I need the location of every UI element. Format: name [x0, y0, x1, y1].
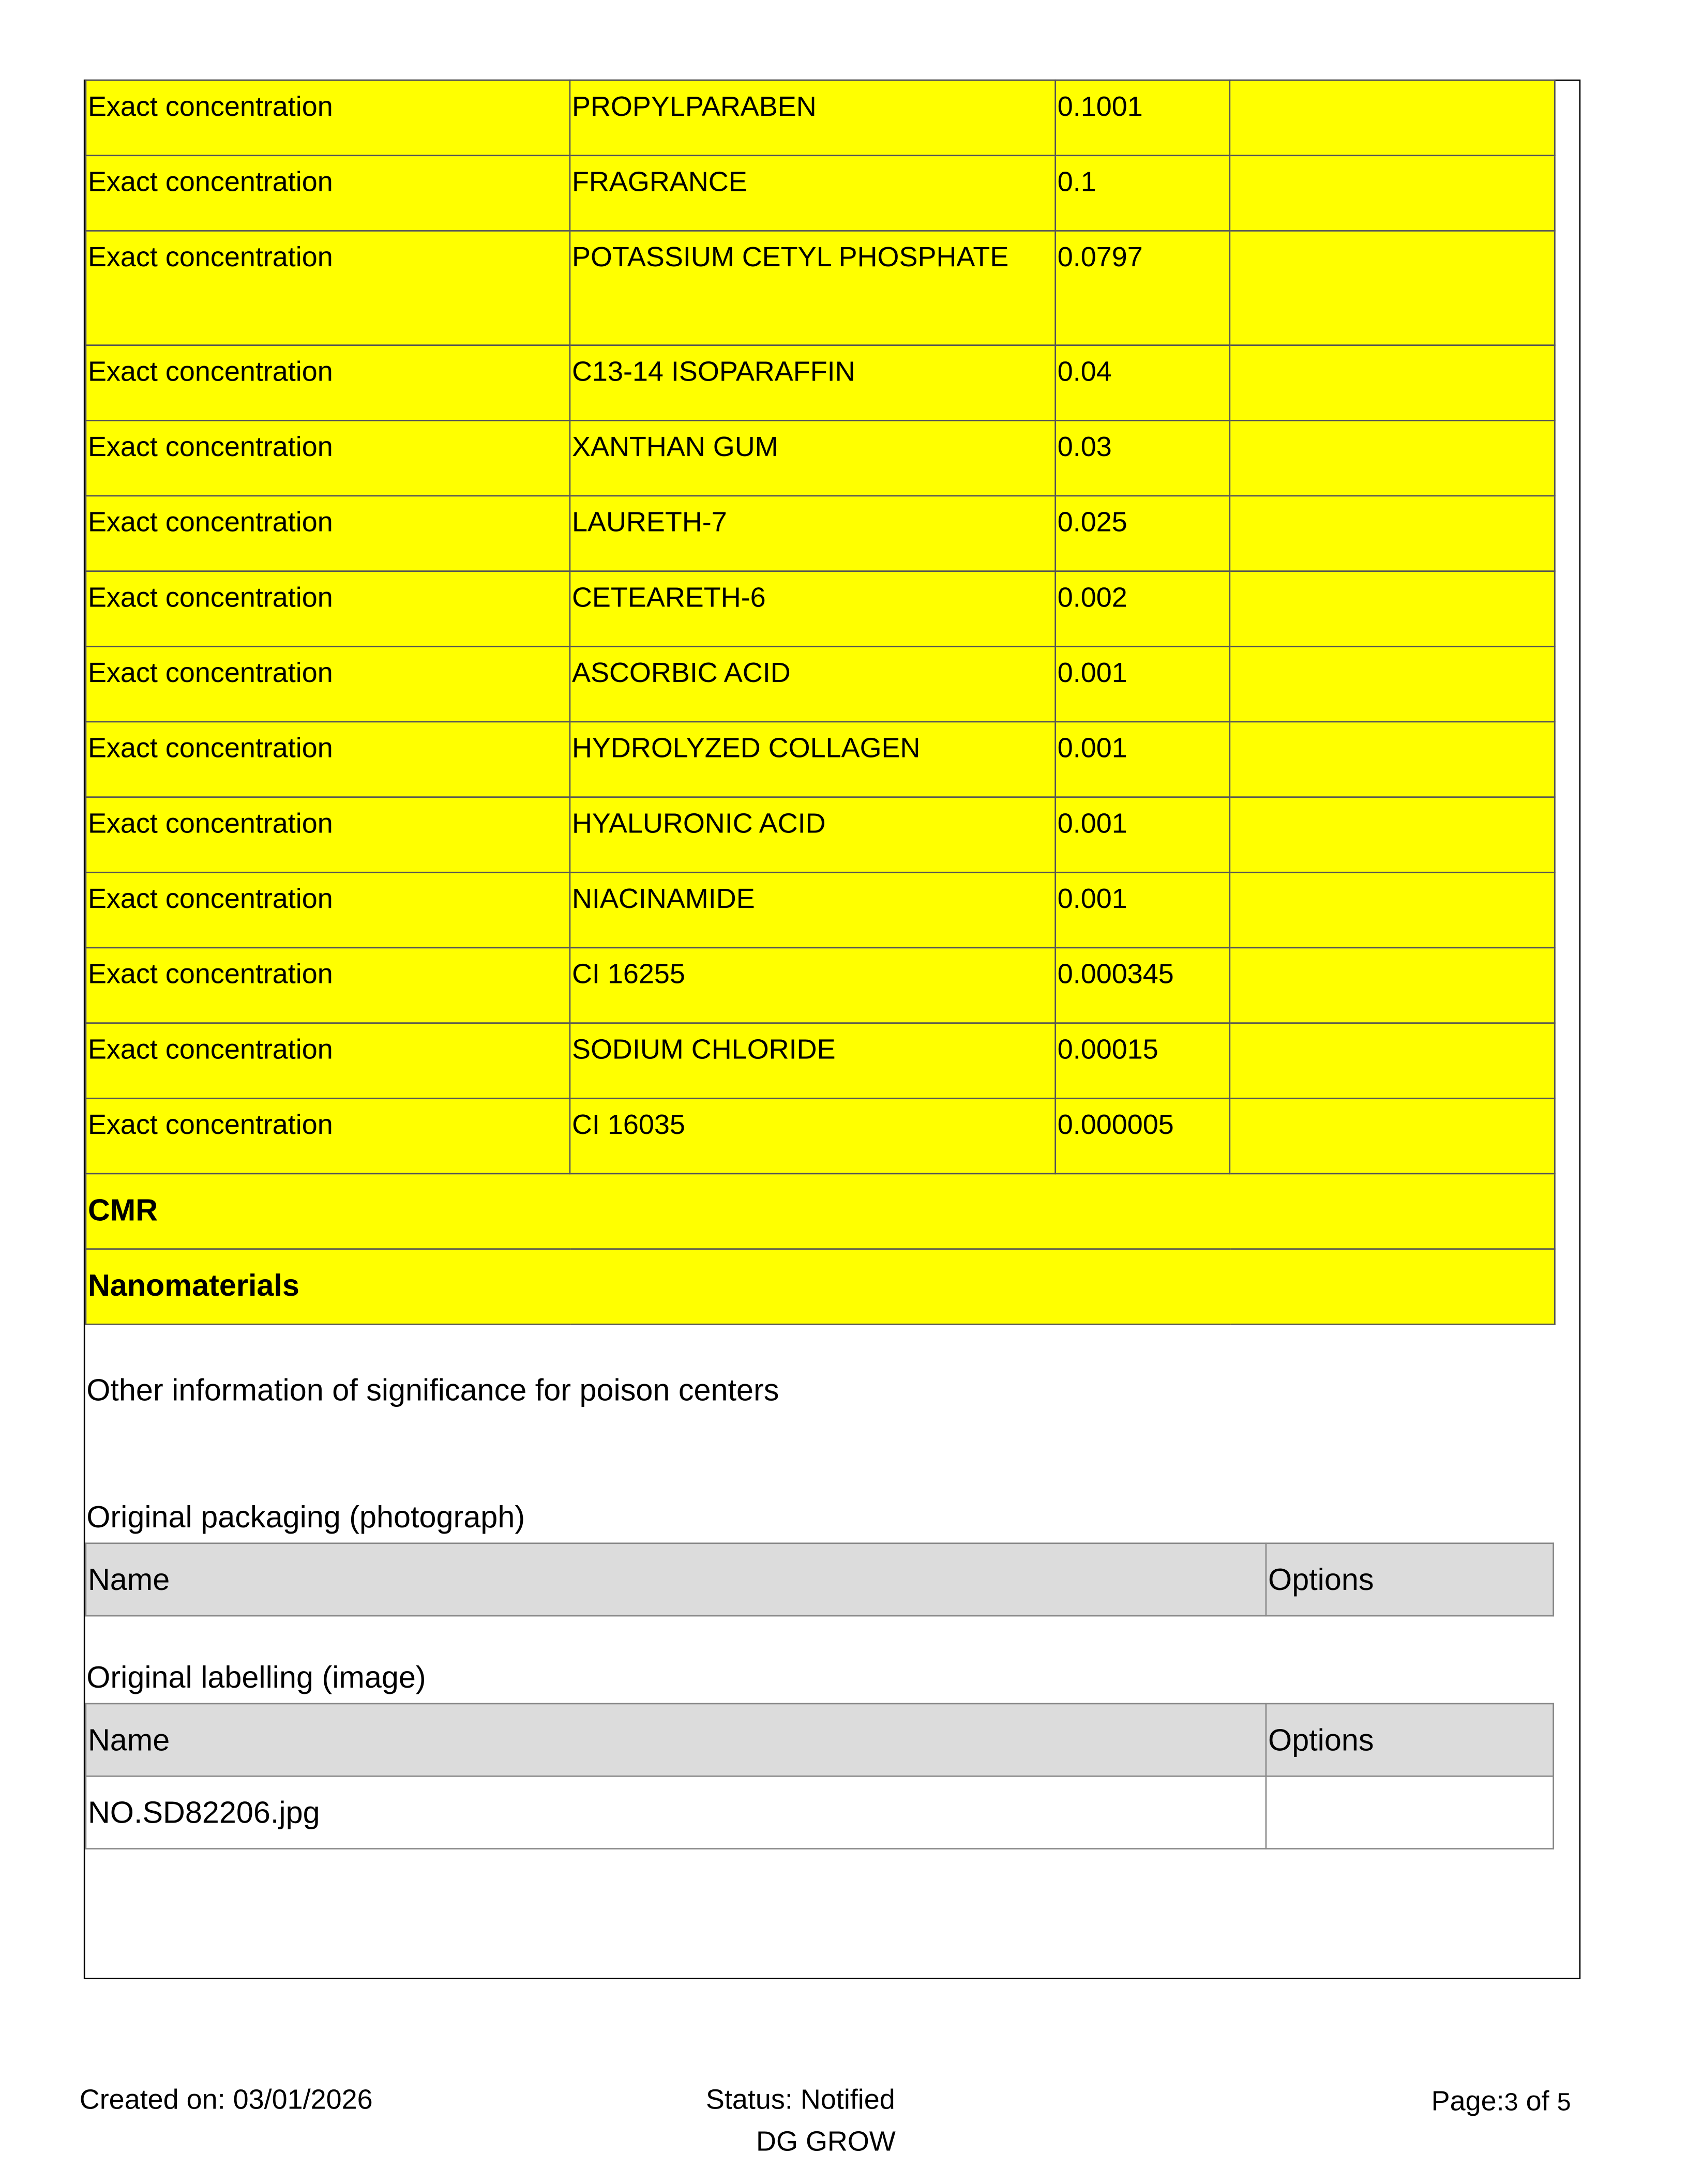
section-row-nanomaterials: Nanomaterials [85, 1248, 1556, 1325]
table-row: Exact concentration HYALURONIC ACID 0.001 [85, 796, 1556, 873]
extra-cell [1229, 570, 1556, 647]
concentration-value: 0.001 [1054, 721, 1231, 798]
table-row: Exact concentration LAURETH-7 0.025 [85, 495, 1556, 572]
table-row: Exact concentration PROPYLPARABEN 0.1001 [85, 79, 1556, 157]
table-row: Exact concentration HYDROLYZED COLLAGEN 0.… [85, 721, 1556, 798]
concentration-value: 0.000345 [1054, 947, 1231, 1024]
table-row: Exact concentration CETEARETH-6 0.002 [85, 570, 1556, 647]
other-info-label: Other information of significance for po… [86, 1372, 779, 1407]
ingredient-name: CETEARETH-6 [569, 570, 1057, 647]
table-row: Exact concentration POTASSIUM CETYL PHOSP… [85, 230, 1556, 346]
page-prefix: Page: [1431, 2086, 1504, 2117]
concentration-value: 0.1 [1054, 155, 1231, 232]
concentration-type: Exact concentration [85, 1097, 571, 1175]
section-heading-nanomaterials: Nanomaterials [85, 1248, 1556, 1325]
organization: DG GROW [756, 2127, 896, 2158]
extra-cell [1229, 1022, 1556, 1099]
concentration-type: Exact concentration [85, 645, 571, 723]
concentration-value: 0.03 [1054, 419, 1231, 497]
concentration-type: Exact concentration [85, 230, 571, 346]
concentration-type: Exact concentration [85, 947, 571, 1024]
created-on: Created on: 03/01/2026 [79, 2085, 373, 2116]
packaging-title: Original packaging (photograph) [86, 1499, 525, 1535]
concentration-value: 0.001 [1054, 645, 1231, 723]
labelling-table: Name Options NO.SD82206.jpg [85, 1703, 1555, 1849]
table-row: Exact concentration ASCORBIC ACID 0.001 [85, 645, 1556, 723]
ingredient-name: CI 16255 [569, 947, 1057, 1024]
concentration-type: Exact concentration [85, 344, 571, 421]
table-row: Exact concentration C13-14 ISOPARAFFIN 0.0… [85, 344, 1556, 421]
header-name: Name [85, 1542, 1267, 1617]
ingredient-name: SODIUM CHLORIDE [569, 1022, 1057, 1099]
extra-cell [1229, 1097, 1556, 1175]
table-row: Exact concentration NIACINAMIDE 0.001 [85, 871, 1556, 949]
header-name: Name [85, 1703, 1267, 1777]
ingredient-name: CI 16035 [569, 1097, 1057, 1175]
table-row: Exact concentration FRAGRANCE 0.1 [85, 155, 1556, 232]
ingredient-name: NIACINAMIDE [569, 871, 1057, 949]
status: Status: Notified [705, 2085, 895, 2116]
table-row: Exact concentration XANTHAN GUM 0.03 [85, 419, 1556, 497]
concentration-type: Exact concentration [85, 79, 571, 157]
page-total: 5 [1557, 2088, 1571, 2116]
concentration-type: Exact concentration [85, 155, 571, 232]
labelling-title: Original labelling (image) [86, 1660, 426, 1695]
extra-cell [1229, 721, 1556, 798]
concentration-value: 0.0797 [1054, 230, 1231, 346]
ingredient-name: ASCORBIC ACID [569, 645, 1057, 723]
extra-cell [1229, 947, 1556, 1024]
file-name-link[interactable]: NO.SD82206.jpg [85, 1775, 1267, 1849]
table-row: NO.SD82206.jpg [85, 1775, 1555, 1849]
extra-cell [1229, 344, 1556, 421]
concentration-value: 0.000005 [1054, 1097, 1231, 1175]
concentration-type: Exact concentration [85, 796, 571, 873]
section-heading-cmr: CMR [85, 1173, 1556, 1250]
concentration-table: Exact concentration PROPYLPARABEN 0.1001 Ex… [85, 79, 1556, 1325]
section-row-cmr: CMR [85, 1173, 1556, 1250]
ingredient-name: POTASSIUM CETYL PHOSPHATE [569, 230, 1057, 346]
concentration-type: Exact concentration [85, 419, 571, 497]
header-options: Options [1265, 1542, 1555, 1617]
extra-cell [1229, 79, 1556, 157]
ingredient-name: HYDROLYZED COLLAGEN [569, 721, 1057, 798]
ingredient-name: C13-14 ISOPARAFFIN [569, 344, 1057, 421]
extra-cell [1229, 871, 1556, 949]
ingredient-name: PROPYLPARABEN [569, 79, 1057, 157]
concentration-value: 0.001 [1054, 796, 1231, 873]
table-row: Exact concentration CI 16255 0.000345 [85, 947, 1556, 1024]
extra-cell [1229, 796, 1556, 873]
concentration-type: Exact concentration [85, 1022, 571, 1099]
concentration-value: 0.00015 [1054, 1022, 1231, 1099]
concentration-type: Exact concentration [85, 721, 571, 798]
ingredient-name: FRAGRANCE [569, 155, 1057, 232]
file-options[interactable] [1265, 1775, 1555, 1849]
page-of: of [1518, 2086, 1557, 2117]
ingredient-name: XANTHAN GUM [569, 419, 1057, 497]
extra-cell [1229, 155, 1556, 232]
concentration-type: Exact concentration [85, 871, 571, 949]
header-options: Options [1265, 1703, 1555, 1777]
table-row: Exact concentration CI 16035 0.000005 [85, 1097, 1556, 1175]
extra-cell [1229, 645, 1556, 723]
ingredient-name: LAURETH-7 [569, 495, 1057, 572]
concentration-value: 0.001 [1054, 871, 1231, 949]
concentration-type: Exact concentration [85, 570, 571, 647]
concentration-value: 0.025 [1054, 495, 1231, 572]
concentration-value: 0.002 [1054, 570, 1231, 647]
table-row: Exact concentration SODIUM CHLORIDE 0.0001… [85, 1022, 1556, 1099]
extra-cell [1229, 419, 1556, 497]
page-number: Page:3 of 5 [1431, 2086, 1571, 2118]
concentration-value: 0.04 [1054, 344, 1231, 421]
extra-cell [1229, 230, 1556, 346]
packaging-table: Name Options [85, 1542, 1555, 1617]
page-current: 3 [1504, 2088, 1518, 2116]
concentration-value: 0.1001 [1054, 79, 1231, 157]
ingredient-name: HYALURONIC ACID [569, 796, 1057, 873]
extra-cell [1229, 495, 1556, 572]
concentration-type: Exact concentration [85, 495, 571, 572]
